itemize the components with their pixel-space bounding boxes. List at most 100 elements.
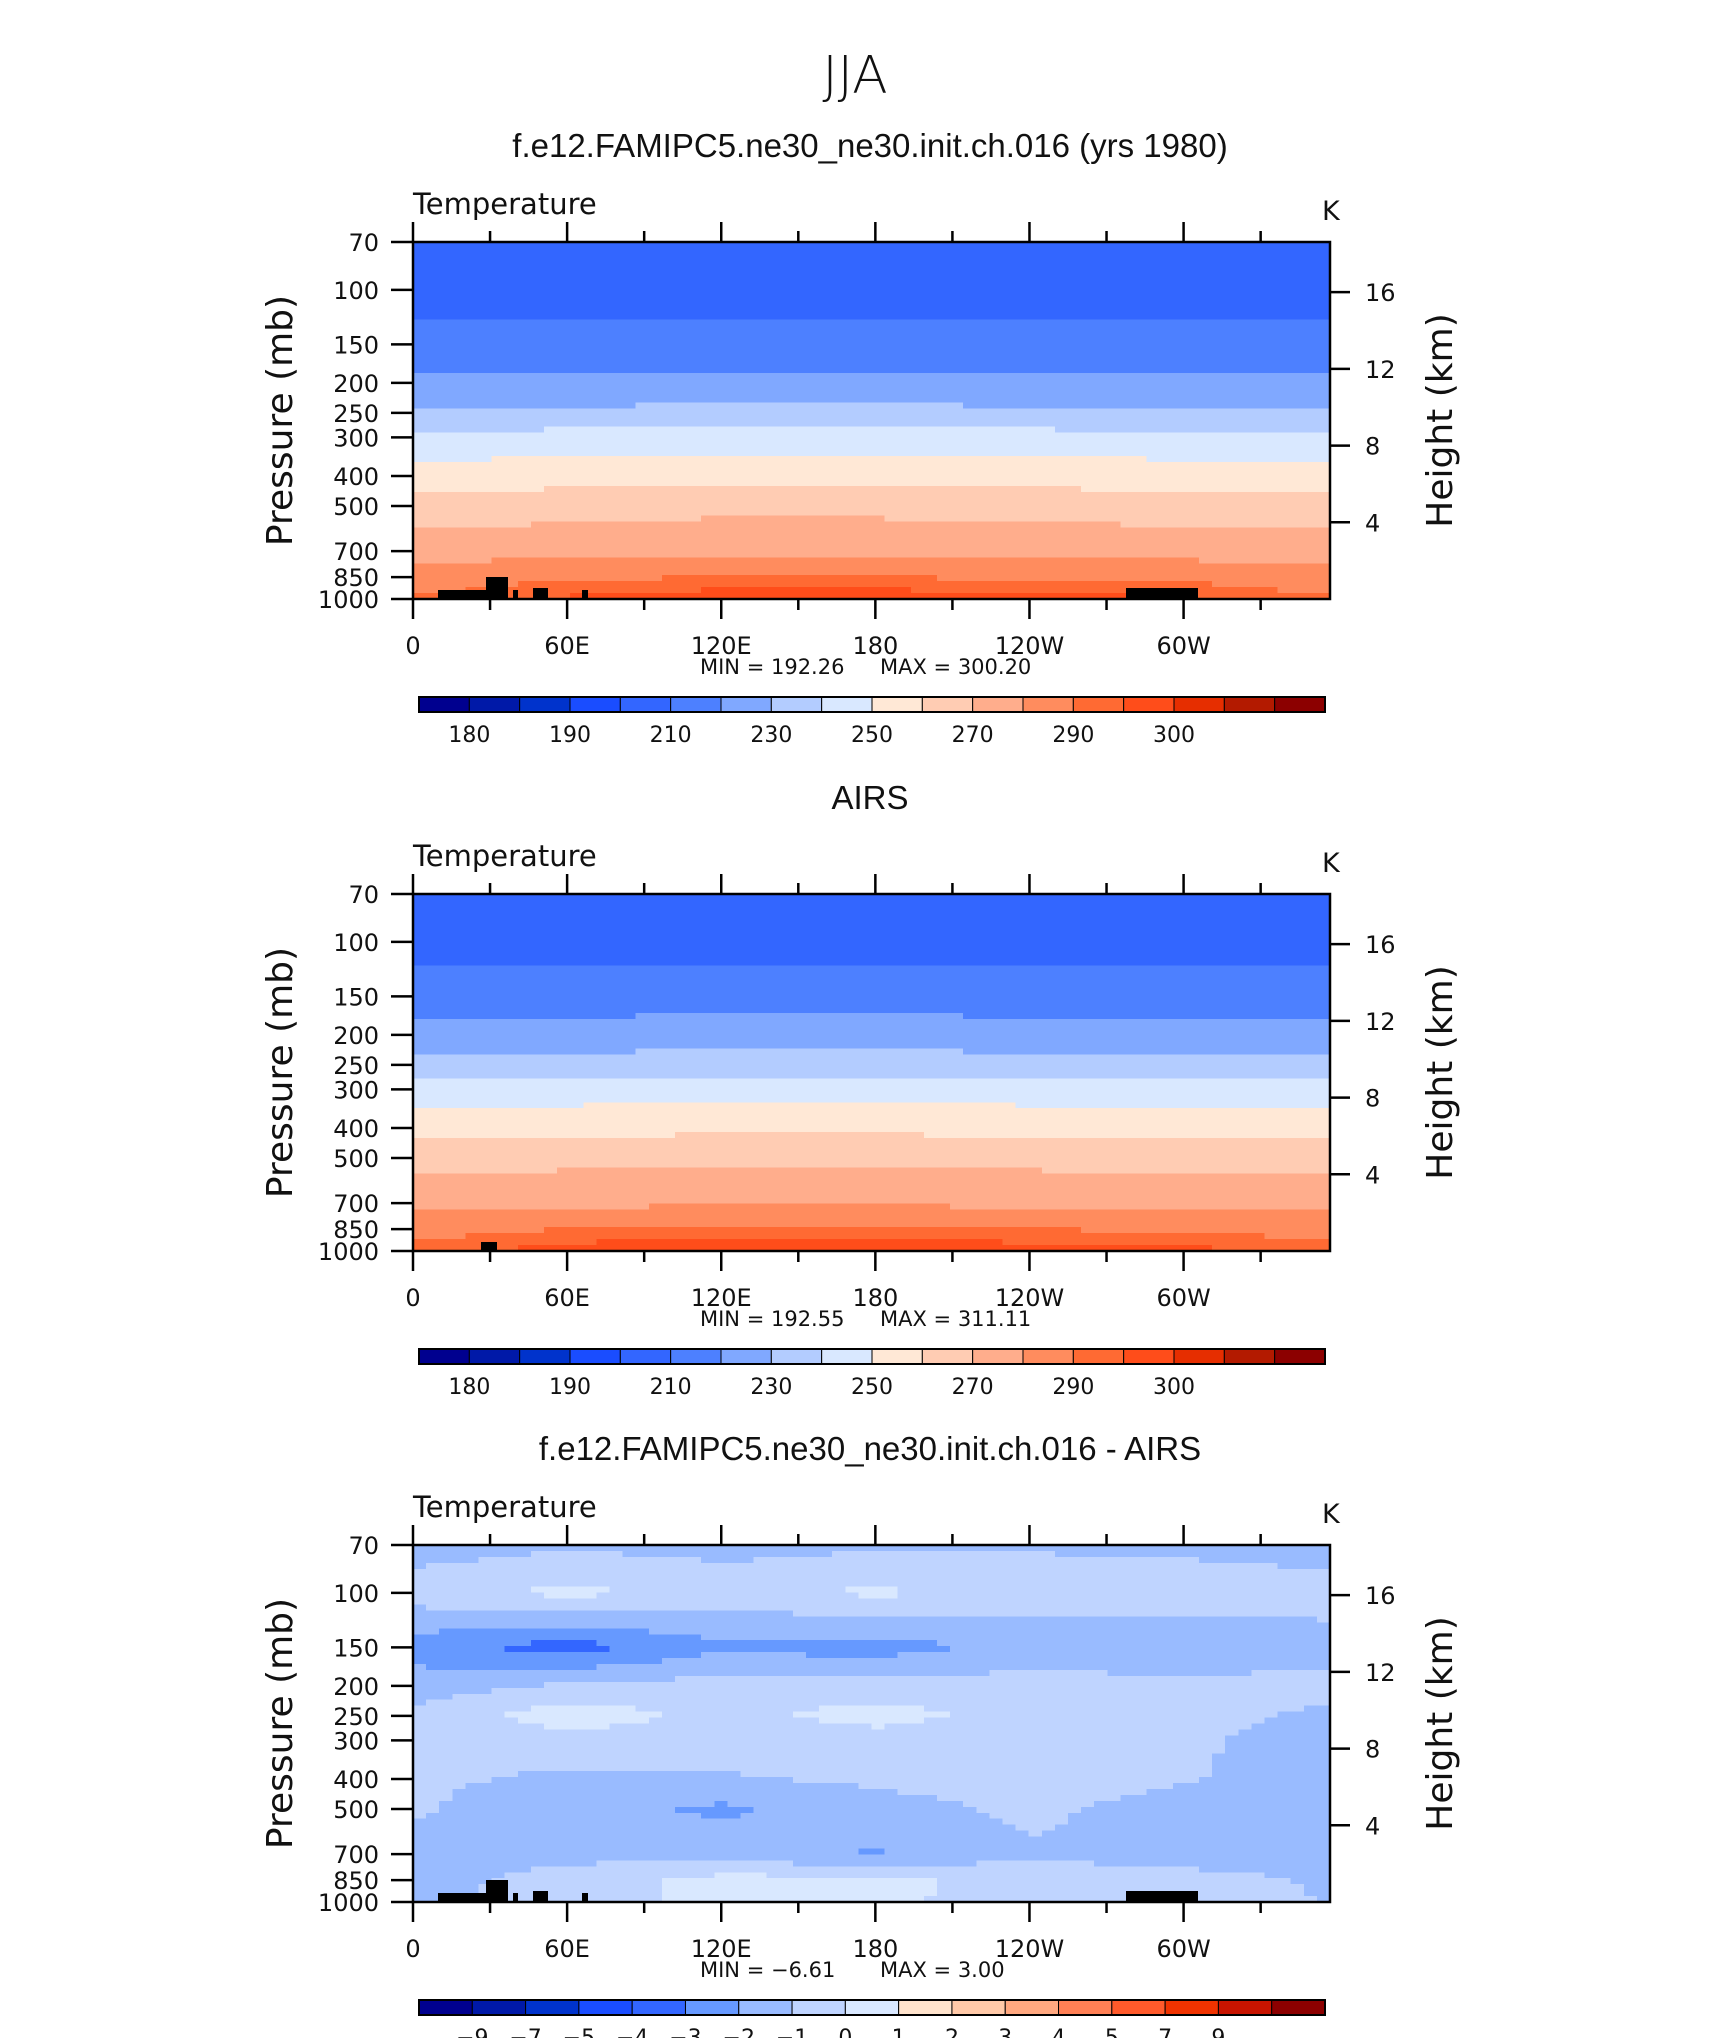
contour-cell xyxy=(976,539,990,547)
contour-cell xyxy=(1107,444,1121,451)
contour-cell xyxy=(426,474,440,481)
contour-cell xyxy=(976,929,990,937)
contour-cell xyxy=(740,563,755,570)
contour-cell xyxy=(727,384,742,392)
contour-cell xyxy=(1277,355,1292,362)
contour-cell xyxy=(884,474,899,481)
contour-cell xyxy=(557,551,571,558)
contour-cell xyxy=(1225,563,1239,570)
contour-cell xyxy=(596,301,611,309)
contour-cell xyxy=(792,929,807,937)
contour-cell xyxy=(910,509,925,517)
contour-cell xyxy=(1238,899,1252,907)
contour-cell xyxy=(923,450,938,457)
contour-cell xyxy=(1146,468,1161,475)
contour-cell xyxy=(976,349,990,356)
page-title: JJA xyxy=(822,46,887,106)
contour-cell xyxy=(413,509,427,517)
contour-cell xyxy=(452,366,466,374)
contour-cell xyxy=(1146,581,1161,588)
contour-cell xyxy=(701,384,715,392)
contour-cell xyxy=(858,355,873,362)
contour-cell xyxy=(806,503,820,511)
contour-cell xyxy=(609,905,624,913)
contour-cell xyxy=(596,366,611,374)
contour-cell xyxy=(950,372,964,380)
contour-cell xyxy=(413,361,427,368)
contour-cell xyxy=(1068,361,1082,368)
contour-cell xyxy=(1028,456,1043,463)
contour-cell xyxy=(570,941,584,949)
contour-cell xyxy=(910,277,925,285)
contour-cell xyxy=(1015,390,1030,398)
contour-cell xyxy=(1054,384,1069,392)
contour-cell xyxy=(766,307,781,314)
contour-cell xyxy=(701,509,715,517)
contour-cell xyxy=(478,935,493,943)
contour-cell xyxy=(1015,485,1030,493)
contour-cell xyxy=(884,372,899,380)
contour-cell xyxy=(544,917,558,925)
contour-cell xyxy=(491,450,506,457)
contour-cell xyxy=(1133,331,1148,338)
contour-cell xyxy=(1212,462,1226,469)
contour-cell xyxy=(426,444,440,451)
contour-cell xyxy=(963,503,977,511)
contour-cell xyxy=(1225,899,1239,907)
contour-cell xyxy=(766,533,781,541)
contour-cell xyxy=(622,420,637,428)
contour-cell xyxy=(609,408,624,416)
contour-cell xyxy=(1002,331,1017,338)
contour-cell xyxy=(688,533,702,541)
contour-cell xyxy=(1146,515,1161,523)
contour-cell xyxy=(491,355,506,362)
contour-cell xyxy=(570,551,584,558)
contour-cell xyxy=(753,450,768,457)
contour-cell xyxy=(1081,899,1095,907)
contour-cell xyxy=(1146,545,1161,552)
contour-cell xyxy=(1316,899,1331,907)
contour-cell xyxy=(792,521,807,529)
contour-cell xyxy=(1303,384,1318,392)
contour-cell xyxy=(439,355,453,362)
contour-cell xyxy=(1290,503,1305,511)
contour-cell xyxy=(845,515,859,523)
contour-cell xyxy=(714,450,728,457)
contour-cell xyxy=(1172,313,1187,320)
contour-cell xyxy=(1028,444,1043,451)
contour-cell xyxy=(544,432,558,439)
contour-cell xyxy=(976,271,990,279)
contour-cell xyxy=(1251,432,1266,439)
contour-cell xyxy=(766,480,781,487)
contour-cell xyxy=(517,289,532,297)
contour-cell xyxy=(675,325,689,332)
contour-cell xyxy=(740,301,755,309)
contour-cell xyxy=(740,355,755,362)
contour-cell xyxy=(1054,343,1069,350)
contour-cell xyxy=(963,420,977,428)
contour-cell xyxy=(1002,313,1017,320)
contour-cell xyxy=(1094,533,1108,541)
contour-cell xyxy=(1094,301,1108,309)
contour-cell xyxy=(1290,444,1305,451)
contour-cell xyxy=(1238,450,1252,457)
contour-cell xyxy=(792,509,807,517)
contour-cell xyxy=(1199,527,1213,535)
contour-cell xyxy=(530,295,545,303)
contour-cell xyxy=(714,402,728,410)
contour-cell xyxy=(753,289,768,297)
contour-cell xyxy=(1054,941,1069,949)
contour-cell xyxy=(1199,462,1213,469)
contour-cell xyxy=(819,563,833,570)
contour-cell xyxy=(753,533,768,541)
contour-cell xyxy=(1238,283,1252,291)
contour-cell xyxy=(1002,456,1017,463)
contour-cell xyxy=(1054,539,1069,547)
contour-cell xyxy=(1159,271,1174,279)
contour-cell xyxy=(950,911,964,919)
contour-cell xyxy=(413,414,427,422)
contour-cell xyxy=(1133,253,1148,261)
contour-cell xyxy=(1303,295,1318,303)
contour-cell xyxy=(792,242,807,249)
contour-cell xyxy=(1002,277,1017,285)
